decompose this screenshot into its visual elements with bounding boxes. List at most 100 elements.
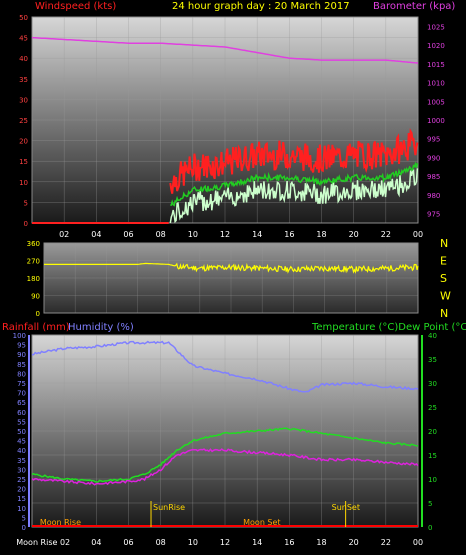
temp-left-tick: 65 xyxy=(17,399,26,407)
compass-label: W xyxy=(440,290,451,303)
temp-x-tick: 06 xyxy=(123,538,133,547)
wind-left-tick: 30 xyxy=(19,96,28,104)
wind-x-tick: 02 xyxy=(59,230,69,239)
gridlines xyxy=(28,16,423,528)
wind-left-tick: 50 xyxy=(19,14,28,22)
wind-left-axis-label: Windspeed (kts) xyxy=(35,1,116,12)
temp-left-tick: 35 xyxy=(17,457,26,465)
wind-right-tick: 975 xyxy=(427,211,440,219)
temp-left-tick: 0 xyxy=(22,524,26,532)
temp-left-tick: 60 xyxy=(17,409,26,417)
wind-x-tick: 16 xyxy=(284,230,294,239)
tick-labels: 0510152025303540455097598098599099510001… xyxy=(13,14,451,547)
wind-right-axis-label: Barometer (kpa) xyxy=(373,1,455,12)
moonrise-label: Moon Rise xyxy=(40,518,81,527)
wind-x-tick: 14 xyxy=(252,230,262,239)
temp-left-tick: 80 xyxy=(17,370,26,378)
temp-x-tick: 04 xyxy=(91,538,101,547)
temp-left-tick: 5 xyxy=(22,514,26,522)
temp-right-tick: 15 xyxy=(428,452,437,460)
temp-left-tick: 45 xyxy=(17,438,26,446)
compass-label: N xyxy=(440,237,448,250)
temp-right-tick: 35 xyxy=(428,356,437,364)
temp-x-tick: 16 xyxy=(284,538,294,547)
wind-right-tick: 1020 xyxy=(427,42,445,50)
temp-x-tick: 00 xyxy=(413,538,423,547)
temp-left-tick: 30 xyxy=(17,466,26,474)
temp-right-tick: 30 xyxy=(428,380,437,388)
dir-tick: 90 xyxy=(31,293,40,301)
temp-x-tick: 22 xyxy=(381,538,391,547)
wind-direction-line xyxy=(44,262,419,274)
barometer-line xyxy=(31,36,419,64)
wind-right-tick: 1005 xyxy=(427,98,445,106)
wind-left-tick: 40 xyxy=(19,55,28,63)
temp-left-tick: 20 xyxy=(17,486,26,494)
direction-plot xyxy=(44,262,419,274)
wind-x-tick: 22 xyxy=(381,230,391,239)
humidity-line xyxy=(32,340,419,393)
wind-right-tick: 1000 xyxy=(427,117,445,125)
humidity-axis-label: Humidity (%) xyxy=(68,322,134,333)
wind-average-line xyxy=(170,161,419,207)
wind-left-tick: 10 xyxy=(19,179,28,187)
wind-right-tick: 1010 xyxy=(427,80,445,88)
temperature-plot: SunRise SunSet Moon Rise Moon Set xyxy=(31,340,419,527)
wind-right-tick: 990 xyxy=(427,154,440,162)
wind-left-tick: 35 xyxy=(19,76,28,84)
sunset-label: SunSet xyxy=(332,503,360,512)
wind-x-tick: 10 xyxy=(188,230,198,239)
wind-right-tick: 995 xyxy=(427,136,440,144)
rainfall-axis-label: Rainfall (mm) xyxy=(2,322,70,333)
wind-x-tick: 08 xyxy=(156,230,166,239)
temp-right-tick: 20 xyxy=(428,428,437,436)
temp-x-tick: 14 xyxy=(252,538,262,547)
wind-x-tick: 18 xyxy=(316,230,326,239)
temp-right-tick: 0 xyxy=(428,524,432,532)
temp-left-tick: 55 xyxy=(17,418,26,426)
wind-left-tick: 15 xyxy=(19,158,28,166)
wind-right-tick: 1025 xyxy=(427,23,445,31)
temp-left-tick: 100 xyxy=(13,332,26,340)
temp-left-tick: 25 xyxy=(17,476,26,484)
temp-right-tick: 25 xyxy=(428,404,437,412)
moonset-label: Moon Set xyxy=(243,518,280,527)
temp-x-tick: 18 xyxy=(316,538,326,547)
compass-label: S xyxy=(440,272,447,285)
temp-right-tick: 5 xyxy=(428,500,432,508)
wind-x-tick: 12 xyxy=(220,230,230,239)
wind-left-tick: 45 xyxy=(19,35,28,43)
temp-left-tick: 75 xyxy=(17,380,26,388)
temp-x-tick: 12 xyxy=(220,538,230,547)
wind-right-tick: 980 xyxy=(427,192,440,200)
dir-tick: 180 xyxy=(27,275,40,283)
dir-tick: 0 xyxy=(36,310,40,318)
temp-left-tick: 85 xyxy=(17,361,26,369)
temp-x-tick: 08 xyxy=(156,538,166,547)
temp-left-tick: 15 xyxy=(17,495,26,503)
wind-left-tick: 5 xyxy=(24,199,28,207)
wind-left-tick: 25 xyxy=(19,117,28,125)
compass-label: N xyxy=(440,307,448,320)
temp-left-tick: 70 xyxy=(17,390,26,398)
wind-gust-line xyxy=(169,128,419,194)
wind-left-tick: 20 xyxy=(19,138,28,146)
wind-right-tick: 1015 xyxy=(427,61,445,69)
wind-left-tick: 0 xyxy=(24,220,28,228)
temp-right-tick: 10 xyxy=(428,476,437,484)
temp-x-tick: Moon Rise 02 xyxy=(16,538,70,547)
temp-x-tick: 10 xyxy=(188,538,198,547)
wind-speed-line xyxy=(169,168,419,224)
temp-left-tick: 40 xyxy=(17,447,26,455)
dir-tick: 270 xyxy=(27,258,40,266)
wind-x-tick: 20 xyxy=(349,230,359,239)
wind-x-tick: 00 xyxy=(413,230,423,239)
dir-tick: 360 xyxy=(27,240,40,248)
sunrise-label: SunRise xyxy=(153,503,185,512)
temp-dew-axis-label: Temperature (°C)Dew Point (°C) xyxy=(311,322,466,333)
wind-plot xyxy=(31,36,419,224)
temperature-line xyxy=(31,427,419,483)
compass-label: E xyxy=(440,255,447,268)
temp-left-tick: 50 xyxy=(17,428,26,436)
